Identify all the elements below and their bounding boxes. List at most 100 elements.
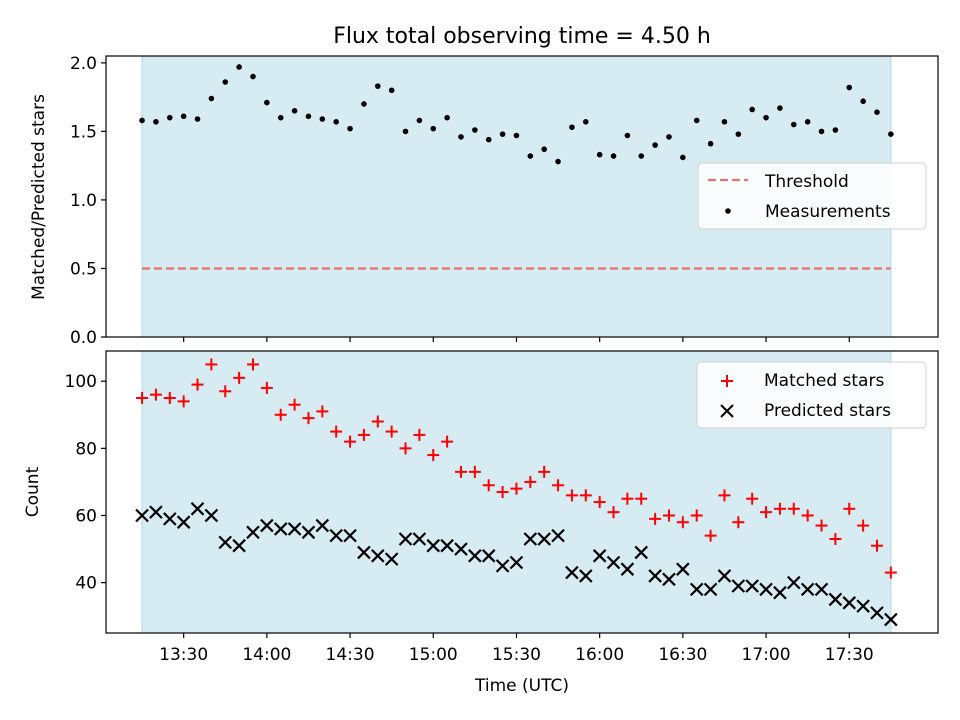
predicted-star-point bbox=[509, 555, 524, 570]
matched-star-point bbox=[635, 492, 648, 505]
matched-star-point bbox=[413, 428, 426, 441]
matched-star-point bbox=[344, 435, 357, 448]
measurement-point bbox=[763, 114, 769, 121]
x-tick-label: 16:00 bbox=[575, 645, 624, 665]
predicted-star-point bbox=[163, 512, 177, 526]
matched-star-point bbox=[149, 388, 162, 401]
measurement-point bbox=[707, 140, 714, 147]
matched-star-point bbox=[621, 492, 634, 505]
measurement-point bbox=[652, 142, 658, 148]
measurement-point bbox=[680, 154, 686, 161]
x-b bbox=[620, 562, 635, 576]
x-b bbox=[773, 585, 787, 600]
predicted-star-point bbox=[662, 572, 676, 587]
x-tick-label: 14:00 bbox=[242, 645, 291, 665]
matched-star-point bbox=[330, 425, 343, 438]
matched-star-point bbox=[690, 509, 703, 522]
legend-count: Matched stars Predicted stars bbox=[696, 361, 927, 429]
x-b bbox=[149, 505, 163, 519]
matched-star-point bbox=[191, 378, 204, 391]
measurement-point bbox=[208, 95, 215, 102]
predicted-star-point bbox=[454, 542, 468, 556]
predicted-star-point bbox=[371, 549, 385, 563]
predicted-star-point bbox=[440, 538, 454, 553]
measurement-point bbox=[846, 84, 853, 91]
measurement-point bbox=[180, 113, 187, 120]
predicted-star-point bbox=[398, 532, 413, 546]
measurement-point bbox=[666, 134, 672, 140]
predicted-star-point bbox=[759, 582, 773, 597]
predicted-star-point bbox=[648, 569, 662, 583]
measurement-point bbox=[860, 98, 866, 105]
matched-star-point bbox=[760, 506, 773, 519]
matched-star-point bbox=[718, 489, 731, 502]
matched-star-point bbox=[870, 539, 883, 552]
x-b bbox=[204, 508, 219, 523]
predicted-star-point bbox=[468, 549, 482, 563]
matched-star-point bbox=[233, 371, 246, 384]
y-tick-label: 2.0 bbox=[70, 54, 97, 74]
measurement-point bbox=[416, 117, 423, 124]
legend-predicted-swatch bbox=[720, 404, 734, 418]
predicted-star-point bbox=[329, 528, 343, 543]
matched-star-point bbox=[274, 408, 287, 421]
measurement-point bbox=[832, 127, 839, 133]
measurement-point bbox=[527, 153, 534, 159]
matched-star-point bbox=[552, 479, 565, 492]
matched-star-point bbox=[441, 435, 454, 448]
x-b bbox=[703, 582, 718, 597]
x-tick-label: 15:00 bbox=[409, 645, 458, 665]
measurement-point bbox=[749, 106, 755, 113]
measurement-point bbox=[305, 113, 312, 120]
x-b bbox=[426, 538, 441, 553]
series-matched-stars bbox=[136, 358, 897, 579]
predicted-star-point bbox=[551, 528, 565, 543]
matched-star-point bbox=[219, 385, 232, 398]
measurement-point bbox=[291, 108, 298, 114]
predicted-star-point bbox=[357, 545, 371, 560]
measurement-point bbox=[236, 64, 242, 70]
matched-star-point bbox=[565, 489, 578, 502]
predicted-star-point bbox=[412, 532, 427, 546]
series-predicted-stars bbox=[135, 502, 898, 627]
x-b bbox=[357, 545, 371, 560]
x-b bbox=[787, 575, 801, 590]
predicted-star-point bbox=[787, 575, 801, 590]
predicted-star-point bbox=[731, 579, 746, 593]
matched-star-point bbox=[787, 502, 800, 515]
legend-measurement-swatch bbox=[725, 208, 731, 214]
matched-star-point bbox=[385, 425, 398, 438]
predicted-star-point bbox=[273, 522, 288, 536]
matched-star-point bbox=[829, 533, 842, 545]
x-b bbox=[190, 502, 205, 516]
x-b bbox=[759, 582, 773, 597]
matched-star-point bbox=[496, 486, 509, 498]
predicted-star-point bbox=[703, 582, 718, 597]
measurement-point bbox=[888, 131, 894, 137]
x-b bbox=[884, 612, 898, 627]
matched-star-point bbox=[427, 449, 440, 462]
x-b bbox=[343, 528, 357, 543]
measurement-point bbox=[444, 114, 450, 121]
x-b bbox=[814, 582, 829, 597]
x-b bbox=[301, 525, 316, 540]
matched-star-point bbox=[302, 412, 315, 425]
predicted-star-point bbox=[592, 549, 607, 563]
matched-star-point bbox=[662, 509, 675, 522]
measurement-point bbox=[222, 79, 229, 85]
x-tick-label: 14:30 bbox=[326, 645, 375, 665]
measurement-point bbox=[624, 132, 631, 139]
y-tick-label: 40 bbox=[75, 574, 97, 594]
x-b bbox=[176, 515, 191, 529]
y-tick-label: 0.5 bbox=[70, 259, 97, 279]
x-b bbox=[870, 606, 884, 620]
x-b bbox=[218, 535, 233, 550]
matched-star-point bbox=[260, 381, 273, 394]
predicted-star-point bbox=[856, 599, 870, 613]
x-b bbox=[232, 538, 246, 553]
measurement-point bbox=[804, 118, 811, 125]
matched-star-point bbox=[649, 512, 662, 525]
predicted-star-point bbox=[232, 538, 246, 553]
measurement-point bbox=[485, 136, 492, 143]
matched-star-point bbox=[136, 392, 149, 404]
